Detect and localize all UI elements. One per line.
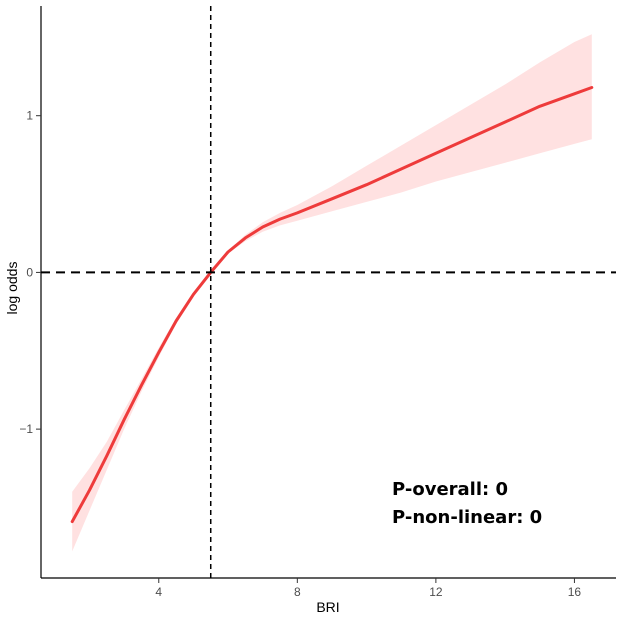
x-axis-title: BRI [316,599,339,615]
y-tick-label: 1 [26,109,33,123]
reference-lines [41,6,616,578]
series-line-layer [70,86,594,524]
ticks: 4 8 12 16 −1 0 1 [19,109,581,599]
confidence-band [72,34,592,552]
x-tick-label: 4 [155,585,162,599]
x-tick-label: 16 [568,585,582,599]
axes [40,6,616,579]
y-tick-label: 0 [26,265,33,279]
confidence-band-layer [72,34,592,552]
x-tick-label: 8 [294,585,301,599]
p-non-linear-annotation: P-non-linear: 0 [392,507,542,528]
p-overall-annotation: P-overall: 0 [392,479,508,500]
y-tick-label: −1 [19,422,33,436]
series-line [70,86,594,524]
x-tick-label: 12 [429,585,443,599]
y-axis-title: log odds [4,262,20,315]
